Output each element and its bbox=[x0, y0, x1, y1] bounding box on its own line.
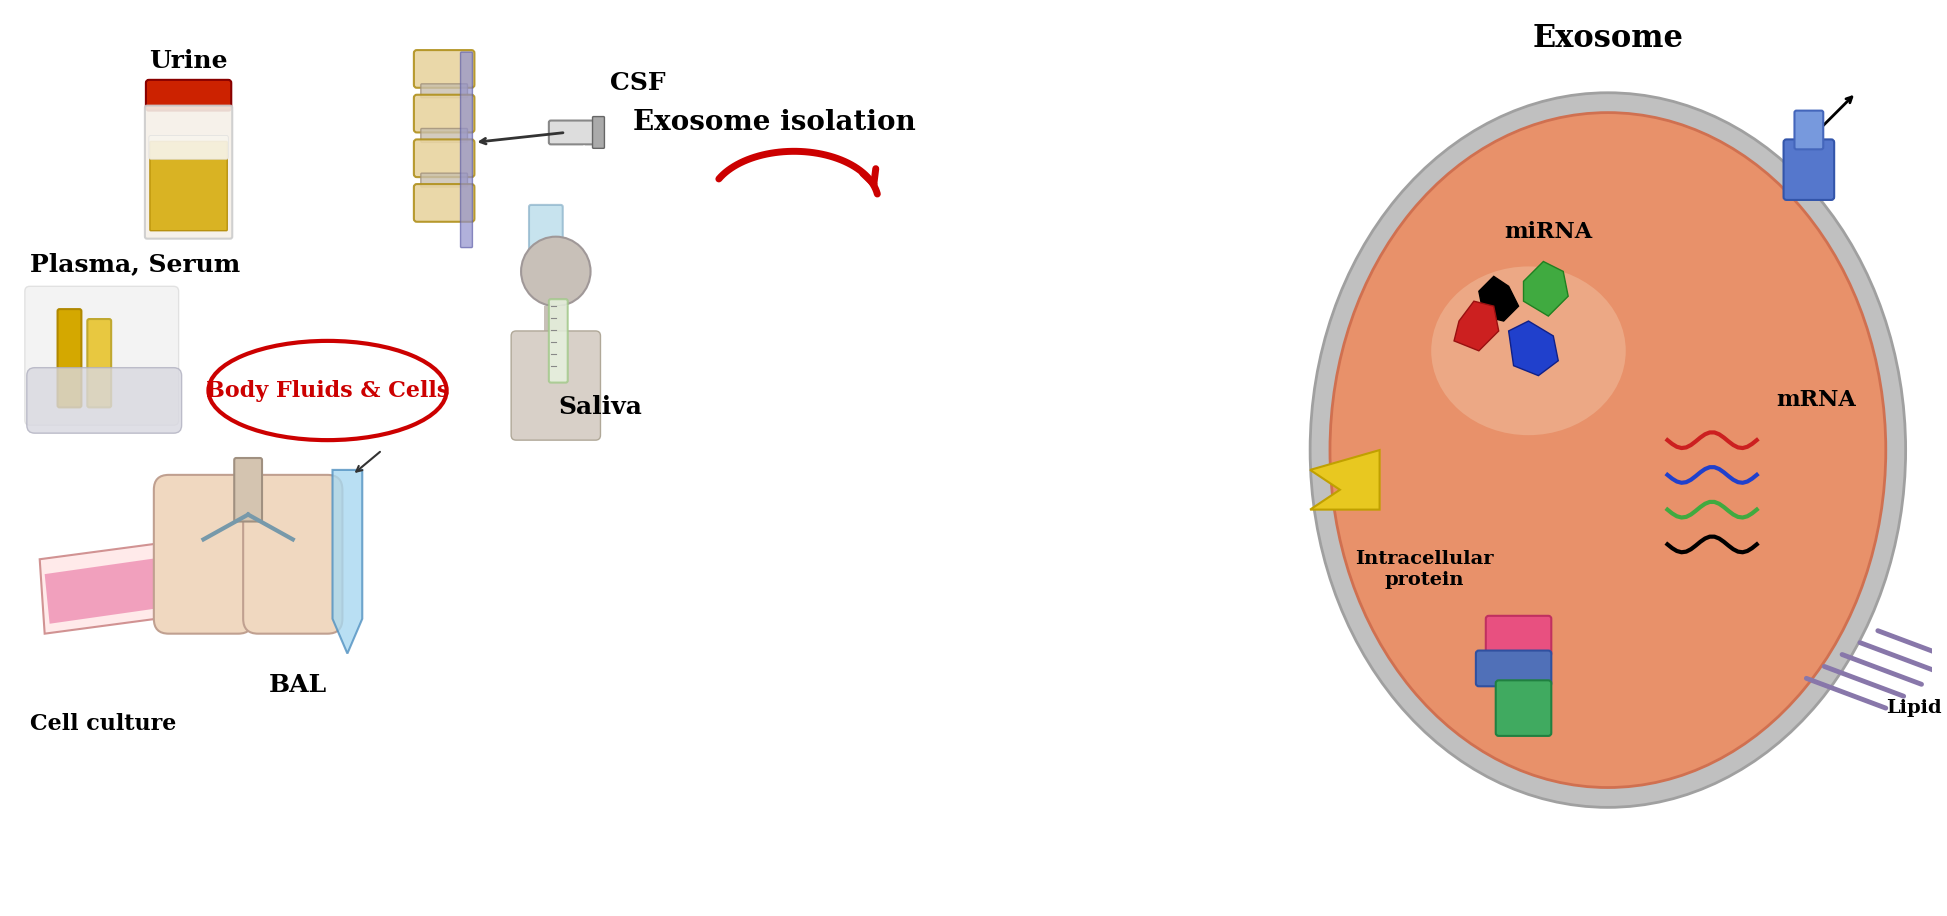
Text: Saliva: Saliva bbox=[559, 396, 643, 420]
FancyBboxPatch shape bbox=[530, 205, 563, 278]
FancyBboxPatch shape bbox=[1476, 650, 1552, 686]
FancyBboxPatch shape bbox=[1486, 616, 1552, 657]
FancyBboxPatch shape bbox=[421, 128, 467, 142]
FancyBboxPatch shape bbox=[234, 458, 263, 521]
Text: Exosome isolation: Exosome isolation bbox=[633, 109, 915, 136]
FancyBboxPatch shape bbox=[592, 116, 604, 148]
FancyBboxPatch shape bbox=[158, 522, 195, 551]
FancyBboxPatch shape bbox=[415, 94, 475, 133]
FancyBboxPatch shape bbox=[549, 121, 602, 145]
FancyBboxPatch shape bbox=[549, 300, 569, 383]
Text: Body Fluids & Cells: Body Fluids & Cells bbox=[206, 379, 450, 401]
FancyBboxPatch shape bbox=[461, 52, 473, 247]
Ellipse shape bbox=[1310, 93, 1906, 807]
FancyBboxPatch shape bbox=[146, 80, 232, 111]
Polygon shape bbox=[1480, 277, 1519, 321]
Text: Urine: Urine bbox=[150, 49, 228, 73]
FancyBboxPatch shape bbox=[88, 319, 111, 408]
Text: mRNA: mRNA bbox=[1776, 389, 1855, 411]
FancyBboxPatch shape bbox=[243, 474, 343, 634]
FancyBboxPatch shape bbox=[415, 50, 475, 88]
Ellipse shape bbox=[1431, 267, 1626, 435]
FancyBboxPatch shape bbox=[512, 331, 600, 440]
FancyBboxPatch shape bbox=[421, 173, 467, 187]
Text: Exosome: Exosome bbox=[1532, 23, 1684, 54]
FancyBboxPatch shape bbox=[1495, 681, 1552, 736]
FancyBboxPatch shape bbox=[1783, 139, 1834, 200]
Polygon shape bbox=[45, 554, 189, 624]
Text: Plasma, Serum: Plasma, Serum bbox=[29, 253, 239, 277]
Ellipse shape bbox=[1330, 113, 1887, 788]
Polygon shape bbox=[1310, 450, 1380, 509]
Text: Lipid: Lipid bbox=[1887, 699, 1941, 717]
Circle shape bbox=[522, 236, 590, 306]
Polygon shape bbox=[39, 540, 193, 634]
FancyBboxPatch shape bbox=[27, 367, 181, 433]
Text: Cell culture: Cell culture bbox=[29, 713, 175, 735]
FancyBboxPatch shape bbox=[58, 309, 82, 408]
Polygon shape bbox=[333, 470, 362, 653]
Text: Intracellular
protein: Intracellular protein bbox=[1355, 550, 1493, 589]
FancyBboxPatch shape bbox=[148, 136, 228, 159]
Polygon shape bbox=[1454, 301, 1499, 351]
FancyBboxPatch shape bbox=[1795, 111, 1822, 149]
FancyBboxPatch shape bbox=[415, 139, 475, 177]
Text: CSF: CSF bbox=[611, 71, 666, 95]
FancyBboxPatch shape bbox=[415, 184, 475, 222]
FancyBboxPatch shape bbox=[144, 105, 232, 239]
Polygon shape bbox=[1523, 261, 1567, 316]
Text: BAL: BAL bbox=[269, 673, 327, 697]
FancyBboxPatch shape bbox=[543, 306, 569, 336]
Polygon shape bbox=[1509, 321, 1558, 376]
FancyBboxPatch shape bbox=[154, 474, 253, 634]
FancyBboxPatch shape bbox=[150, 141, 228, 231]
FancyBboxPatch shape bbox=[421, 84, 467, 98]
FancyBboxPatch shape bbox=[25, 287, 179, 425]
Text: miRNA: miRNA bbox=[1505, 221, 1593, 243]
